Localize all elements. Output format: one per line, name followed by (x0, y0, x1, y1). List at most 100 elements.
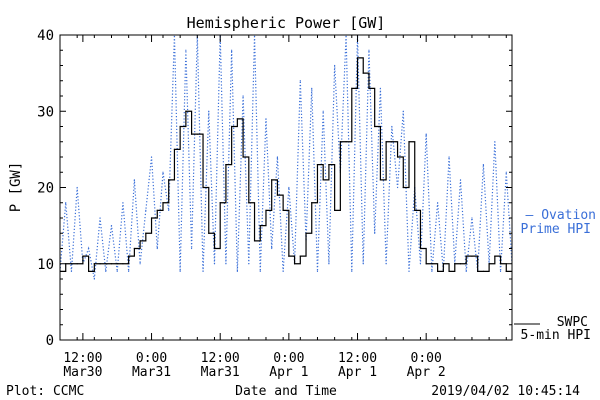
data-point (494, 141, 496, 143)
data-point (356, 57, 359, 59)
legend-swpc-line1: SWPC (557, 315, 588, 330)
data-point (362, 72, 364, 74)
data-point (482, 270, 484, 272)
series-line (60, 35, 512, 280)
data-point (482, 164, 484, 166)
x-tick-label-date: Apr 1 (269, 365, 308, 380)
data-point (328, 164, 330, 166)
data-point (93, 263, 95, 265)
data-point (168, 179, 170, 181)
data-point (402, 186, 404, 189)
data-point (322, 179, 324, 181)
data-point (385, 263, 387, 265)
x-tick-label-time: 12:00 (201, 351, 240, 366)
data-point (396, 156, 399, 158)
y-tick-label: 20 (37, 181, 54, 197)
data-point (248, 263, 250, 265)
data-point (116, 263, 118, 265)
data-point (76, 186, 78, 189)
data-point (328, 263, 330, 265)
data-point (471, 217, 473, 219)
data-point (322, 110, 324, 112)
y-tick-label: 0 (46, 333, 54, 349)
data-point (128, 270, 130, 272)
data-point (259, 270, 261, 272)
data-point (76, 263, 78, 265)
data-point (368, 49, 370, 51)
data-point (70, 270, 73, 272)
data-point (190, 133, 193, 135)
data-point (236, 270, 238, 272)
data-point (391, 141, 393, 143)
data-point (88, 247, 90, 250)
data-point (265, 209, 267, 211)
data-point (311, 202, 313, 204)
data-point (65, 202, 67, 204)
x-tick-label-time: 12:00 (63, 351, 102, 366)
data-point (236, 118, 238, 120)
data-point (248, 202, 250, 204)
data-point (150, 156, 153, 158)
data-point (448, 270, 450, 272)
data-point (271, 179, 273, 181)
data-point (168, 209, 170, 211)
data-point (70, 263, 73, 265)
data-point (459, 179, 462, 181)
series-ovation-prime-hpi (60, 35, 512, 280)
data-point (425, 263, 427, 265)
data-point (242, 156, 244, 158)
x-tick-label-date: Apr 2 (407, 365, 446, 380)
data-point (253, 240, 256, 242)
y-tick-label: 10 (37, 257, 54, 273)
data-point (379, 87, 382, 89)
data-point (133, 179, 135, 181)
data-point (311, 87, 313, 89)
y-axis-label: P [GW] (8, 162, 24, 213)
data-point (305, 232, 307, 234)
x-tick-label-date: Apr 1 (338, 365, 377, 380)
data-point (259, 225, 261, 227)
data-point (139, 263, 141, 265)
data-point (459, 263, 462, 265)
x-tick-label-time: 0:00 (136, 351, 167, 366)
data-point (368, 87, 370, 89)
plot-credit: Plot: CCMC (6, 384, 84, 399)
data-point (128, 255, 130, 257)
data-point (499, 270, 502, 272)
data-point (185, 110, 187, 112)
data-point (122, 263, 124, 265)
data-point (82, 255, 84, 257)
data-point (288, 255, 290, 257)
legend-ovation-line2: Prime HPI (521, 222, 591, 237)
data-point (213, 263, 216, 265)
data-point (225, 263, 227, 265)
data-point (334, 64, 336, 67)
data-point (351, 87, 353, 89)
data-point (116, 270, 118, 272)
data-point (156, 209, 158, 211)
data-point (488, 263, 490, 265)
data-point (99, 263, 101, 265)
data-point (88, 270, 90, 272)
data-point (362, 263, 364, 265)
data-point (225, 164, 227, 166)
data-point (276, 194, 279, 196)
data-point (448, 156, 450, 158)
data-point (139, 240, 141, 242)
data-point (156, 247, 158, 250)
data-point (202, 270, 204, 272)
x-tick-label-date: Mar31 (132, 365, 171, 380)
data-point (282, 209, 284, 211)
plot-timestamp: 2019/04/02 10:45:14 (431, 384, 580, 399)
data-point (374, 125, 376, 128)
data-point (402, 110, 404, 112)
data-point (105, 270, 107, 272)
data-point (299, 80, 301, 82)
data-point (316, 164, 319, 166)
y-tick-label: 40 (37, 28, 54, 44)
x-axis-label: Date and Time (235, 384, 337, 399)
x-tick-label-date: Mar30 (63, 365, 102, 380)
data-point (122, 202, 124, 204)
data-point (396, 186, 399, 189)
data-point (494, 255, 496, 257)
